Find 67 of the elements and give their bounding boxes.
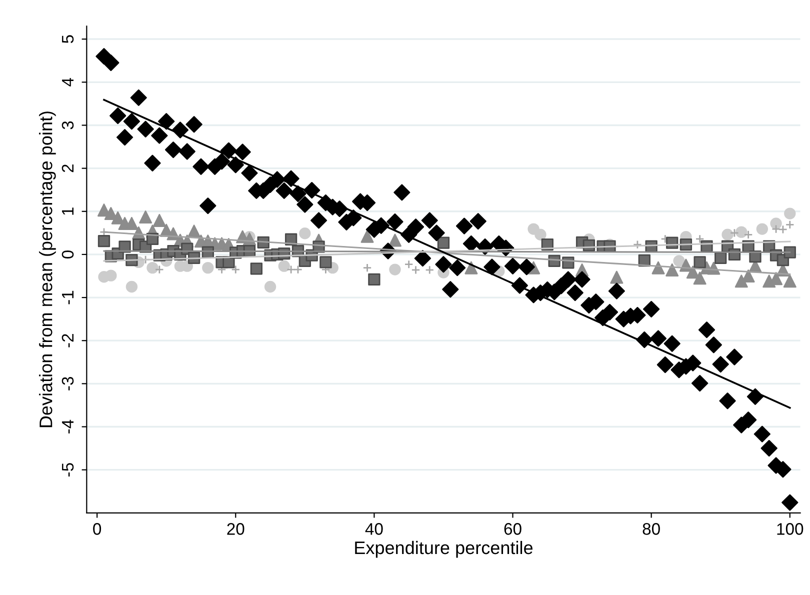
point [411,265,420,274]
point [139,210,152,224]
point [770,218,782,230]
point [320,256,332,268]
y-axis-title: Deviation from mean (percentage point) [39,112,56,428]
x-tick-label: 0 [93,523,102,535]
point [744,230,753,240]
point [722,228,734,240]
point [360,230,374,243]
point [736,226,748,238]
y-tick-label: 3 [62,121,74,130]
point [730,228,739,238]
point [772,224,781,234]
point [756,223,768,235]
point [362,263,372,272]
point [250,262,262,275]
x-tick-label: 100 [777,523,804,535]
point [425,265,434,274]
point [146,262,158,274]
point [783,274,796,288]
x-tick-label: 60 [504,523,522,535]
point [784,208,796,220]
y-tick-label: 0 [62,250,74,258]
x-axis-title: Expenditure percentile [355,540,533,558]
point [126,280,138,293]
point [388,234,402,247]
point [202,262,214,274]
point [693,272,706,285]
point [464,261,478,274]
point [286,265,296,274]
point [437,236,450,249]
x-tick-label: 20 [227,523,244,535]
point [534,228,546,240]
point [389,264,401,276]
point [111,211,124,224]
point [154,265,164,274]
y-tick-label: -2 [62,334,74,348]
point [293,265,302,274]
point [673,255,685,267]
point [404,260,414,269]
y-tick-label: -1 [62,290,74,304]
point [695,234,704,244]
point [231,265,240,274]
point [742,269,755,282]
point [610,270,624,284]
y-tick-label: -5 [62,463,74,476]
point [98,235,110,248]
point [278,260,290,272]
point [368,273,380,286]
point [299,228,311,240]
point [632,240,642,250]
point [714,252,727,264]
point [784,246,796,258]
y-tick-label: 1 [62,208,74,215]
y-tick-label: -4 [62,420,74,434]
y-tick-label: 4 [62,78,74,86]
point [152,214,166,227]
x-tick-label: 80 [642,523,660,535]
y-tick-label: 5 [62,35,74,44]
point [264,280,276,293]
point [652,261,665,274]
point [694,256,706,268]
point [105,270,117,282]
y-tick-label: -3 [62,376,74,390]
x-tick-label: 40 [365,523,383,535]
point [666,263,679,276]
y-tick-label: 2 [62,164,74,172]
